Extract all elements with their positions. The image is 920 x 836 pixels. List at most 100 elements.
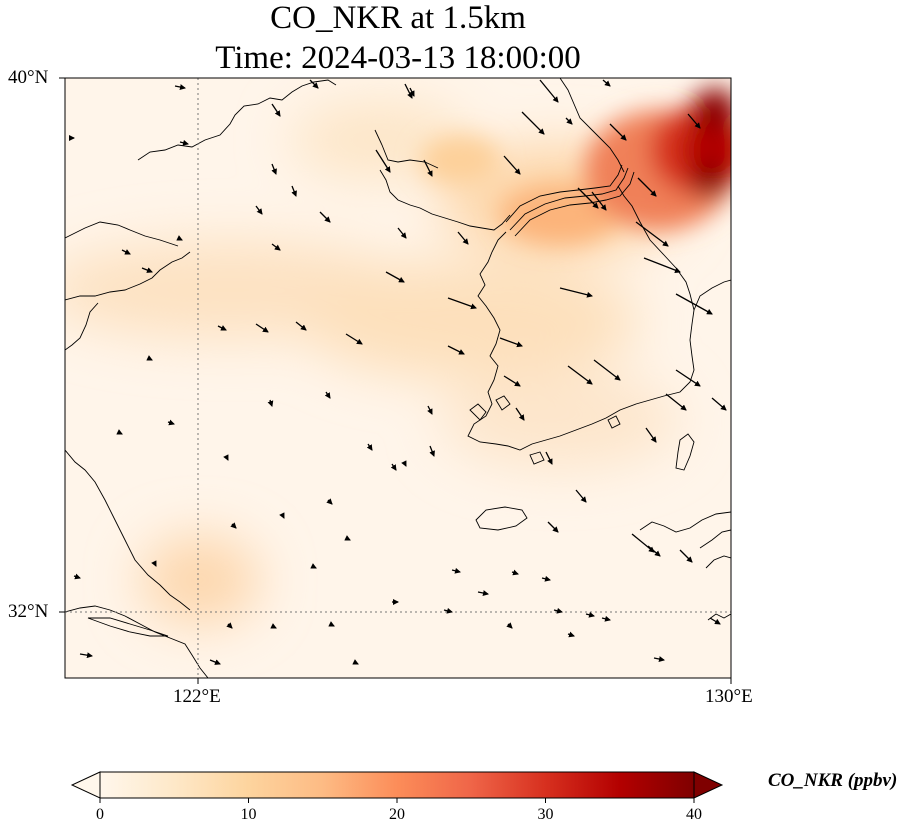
wind-vector xyxy=(567,631,575,638)
korea-east-upper xyxy=(559,78,625,173)
wind-vector xyxy=(567,365,593,385)
wind-vector xyxy=(151,560,157,567)
wind-vector xyxy=(511,569,519,576)
wind-vector xyxy=(565,117,573,125)
wind-vector xyxy=(390,463,397,471)
wind-vector xyxy=(295,321,307,331)
wind-vector xyxy=(477,590,489,596)
wind-vector xyxy=(324,391,331,399)
wind-vector xyxy=(267,399,274,407)
colorbar-tick-30: 30 xyxy=(537,806,554,823)
wind-vector xyxy=(577,187,599,209)
wind-vector xyxy=(679,549,693,563)
wind-vector xyxy=(217,325,227,331)
wind-vector xyxy=(593,359,621,381)
colorbar-label: CO_NKR (ppbv) xyxy=(768,770,898,791)
wind-vector xyxy=(709,617,721,625)
wind-vector xyxy=(141,267,153,273)
wind-vector xyxy=(271,243,281,251)
wind-vector xyxy=(328,621,335,627)
wind-vector xyxy=(635,221,669,247)
map-frame xyxy=(64,77,732,679)
wind-vector xyxy=(503,155,521,175)
wind-vector xyxy=(559,287,593,298)
wind-vector xyxy=(352,659,359,665)
wind-vector xyxy=(665,393,687,411)
china-north-coast xyxy=(137,79,337,161)
wind-vector xyxy=(609,123,627,141)
wind-vector xyxy=(230,522,237,529)
title-line-1: CO_NKR at 1.5km xyxy=(270,0,526,36)
wind-vector xyxy=(647,545,661,557)
yangtze-island xyxy=(87,617,169,637)
wind-vector xyxy=(645,427,657,443)
wind-vector xyxy=(429,445,435,457)
wind-vector xyxy=(255,323,269,333)
wind-vector xyxy=(675,293,713,315)
korea-east-coast xyxy=(693,279,731,311)
wind-vector xyxy=(653,656,665,662)
wind-vector xyxy=(271,103,281,117)
liaodong-peninsula xyxy=(379,169,511,231)
wind-vector xyxy=(637,177,657,197)
wind-vector xyxy=(643,257,681,273)
wind-vector xyxy=(344,535,351,541)
wind-vector xyxy=(345,333,363,345)
wind-vector xyxy=(457,231,469,245)
wind-vector xyxy=(602,79,611,87)
gridlines xyxy=(65,78,731,678)
wind-vector xyxy=(541,575,551,582)
colorbar-tick-10: 10 xyxy=(240,806,257,823)
wind-vector xyxy=(223,454,229,461)
concentration-field xyxy=(65,78,731,678)
wind-vector xyxy=(179,139,189,146)
wind-vector xyxy=(553,607,563,614)
wind-vector xyxy=(255,205,263,215)
wind-vector xyxy=(499,337,523,348)
title-line-2: Time: 2024-03-13 18:00:00 xyxy=(215,40,581,76)
wind-vectors xyxy=(69,79,727,665)
wind-vector xyxy=(575,489,587,503)
wind-vector xyxy=(687,113,701,129)
colorbar-tick-0: 0 xyxy=(96,806,104,823)
axis-ticks xyxy=(59,77,732,684)
wind-vector xyxy=(310,563,317,569)
korea-border-2 xyxy=(509,167,629,231)
wind-vector xyxy=(401,460,407,467)
wind-vector xyxy=(226,622,233,629)
lat-tick-40n: 40°N xyxy=(8,67,49,88)
japan-kyushu-2 xyxy=(699,529,731,549)
jeju-island xyxy=(475,506,528,531)
wind-vector xyxy=(443,607,453,614)
japan-kyushu xyxy=(639,511,731,533)
korea-west-coast xyxy=(467,185,695,451)
wind-vector xyxy=(547,521,559,533)
wind-vector xyxy=(397,227,407,239)
lon-tick-122e: 122°E xyxy=(173,686,221,707)
wind-vector xyxy=(585,611,595,618)
wind-vector xyxy=(515,407,525,421)
wind-vector xyxy=(631,533,655,553)
wind-vector xyxy=(319,211,331,223)
wind-vector xyxy=(451,567,461,574)
wind-vector xyxy=(174,84,186,90)
wind-vector xyxy=(427,405,433,415)
wind-vector xyxy=(375,149,391,173)
wind-vector xyxy=(326,498,333,505)
wind-vector xyxy=(385,271,405,283)
china-coast-bohai xyxy=(65,221,179,247)
wind-vector xyxy=(601,615,611,622)
wind-vector xyxy=(116,429,123,435)
wind-vector xyxy=(545,451,553,465)
wind-vector xyxy=(591,191,607,211)
colorbar xyxy=(70,771,724,803)
wind-vector xyxy=(409,87,415,97)
wind-vector xyxy=(506,622,513,629)
wind-vector xyxy=(539,79,559,103)
wind-vector xyxy=(167,419,175,426)
shandong-coast xyxy=(65,251,191,301)
lon-tick-130e: 130°E xyxy=(705,686,753,707)
wind-vector xyxy=(176,235,183,241)
wind-vector xyxy=(73,573,81,580)
